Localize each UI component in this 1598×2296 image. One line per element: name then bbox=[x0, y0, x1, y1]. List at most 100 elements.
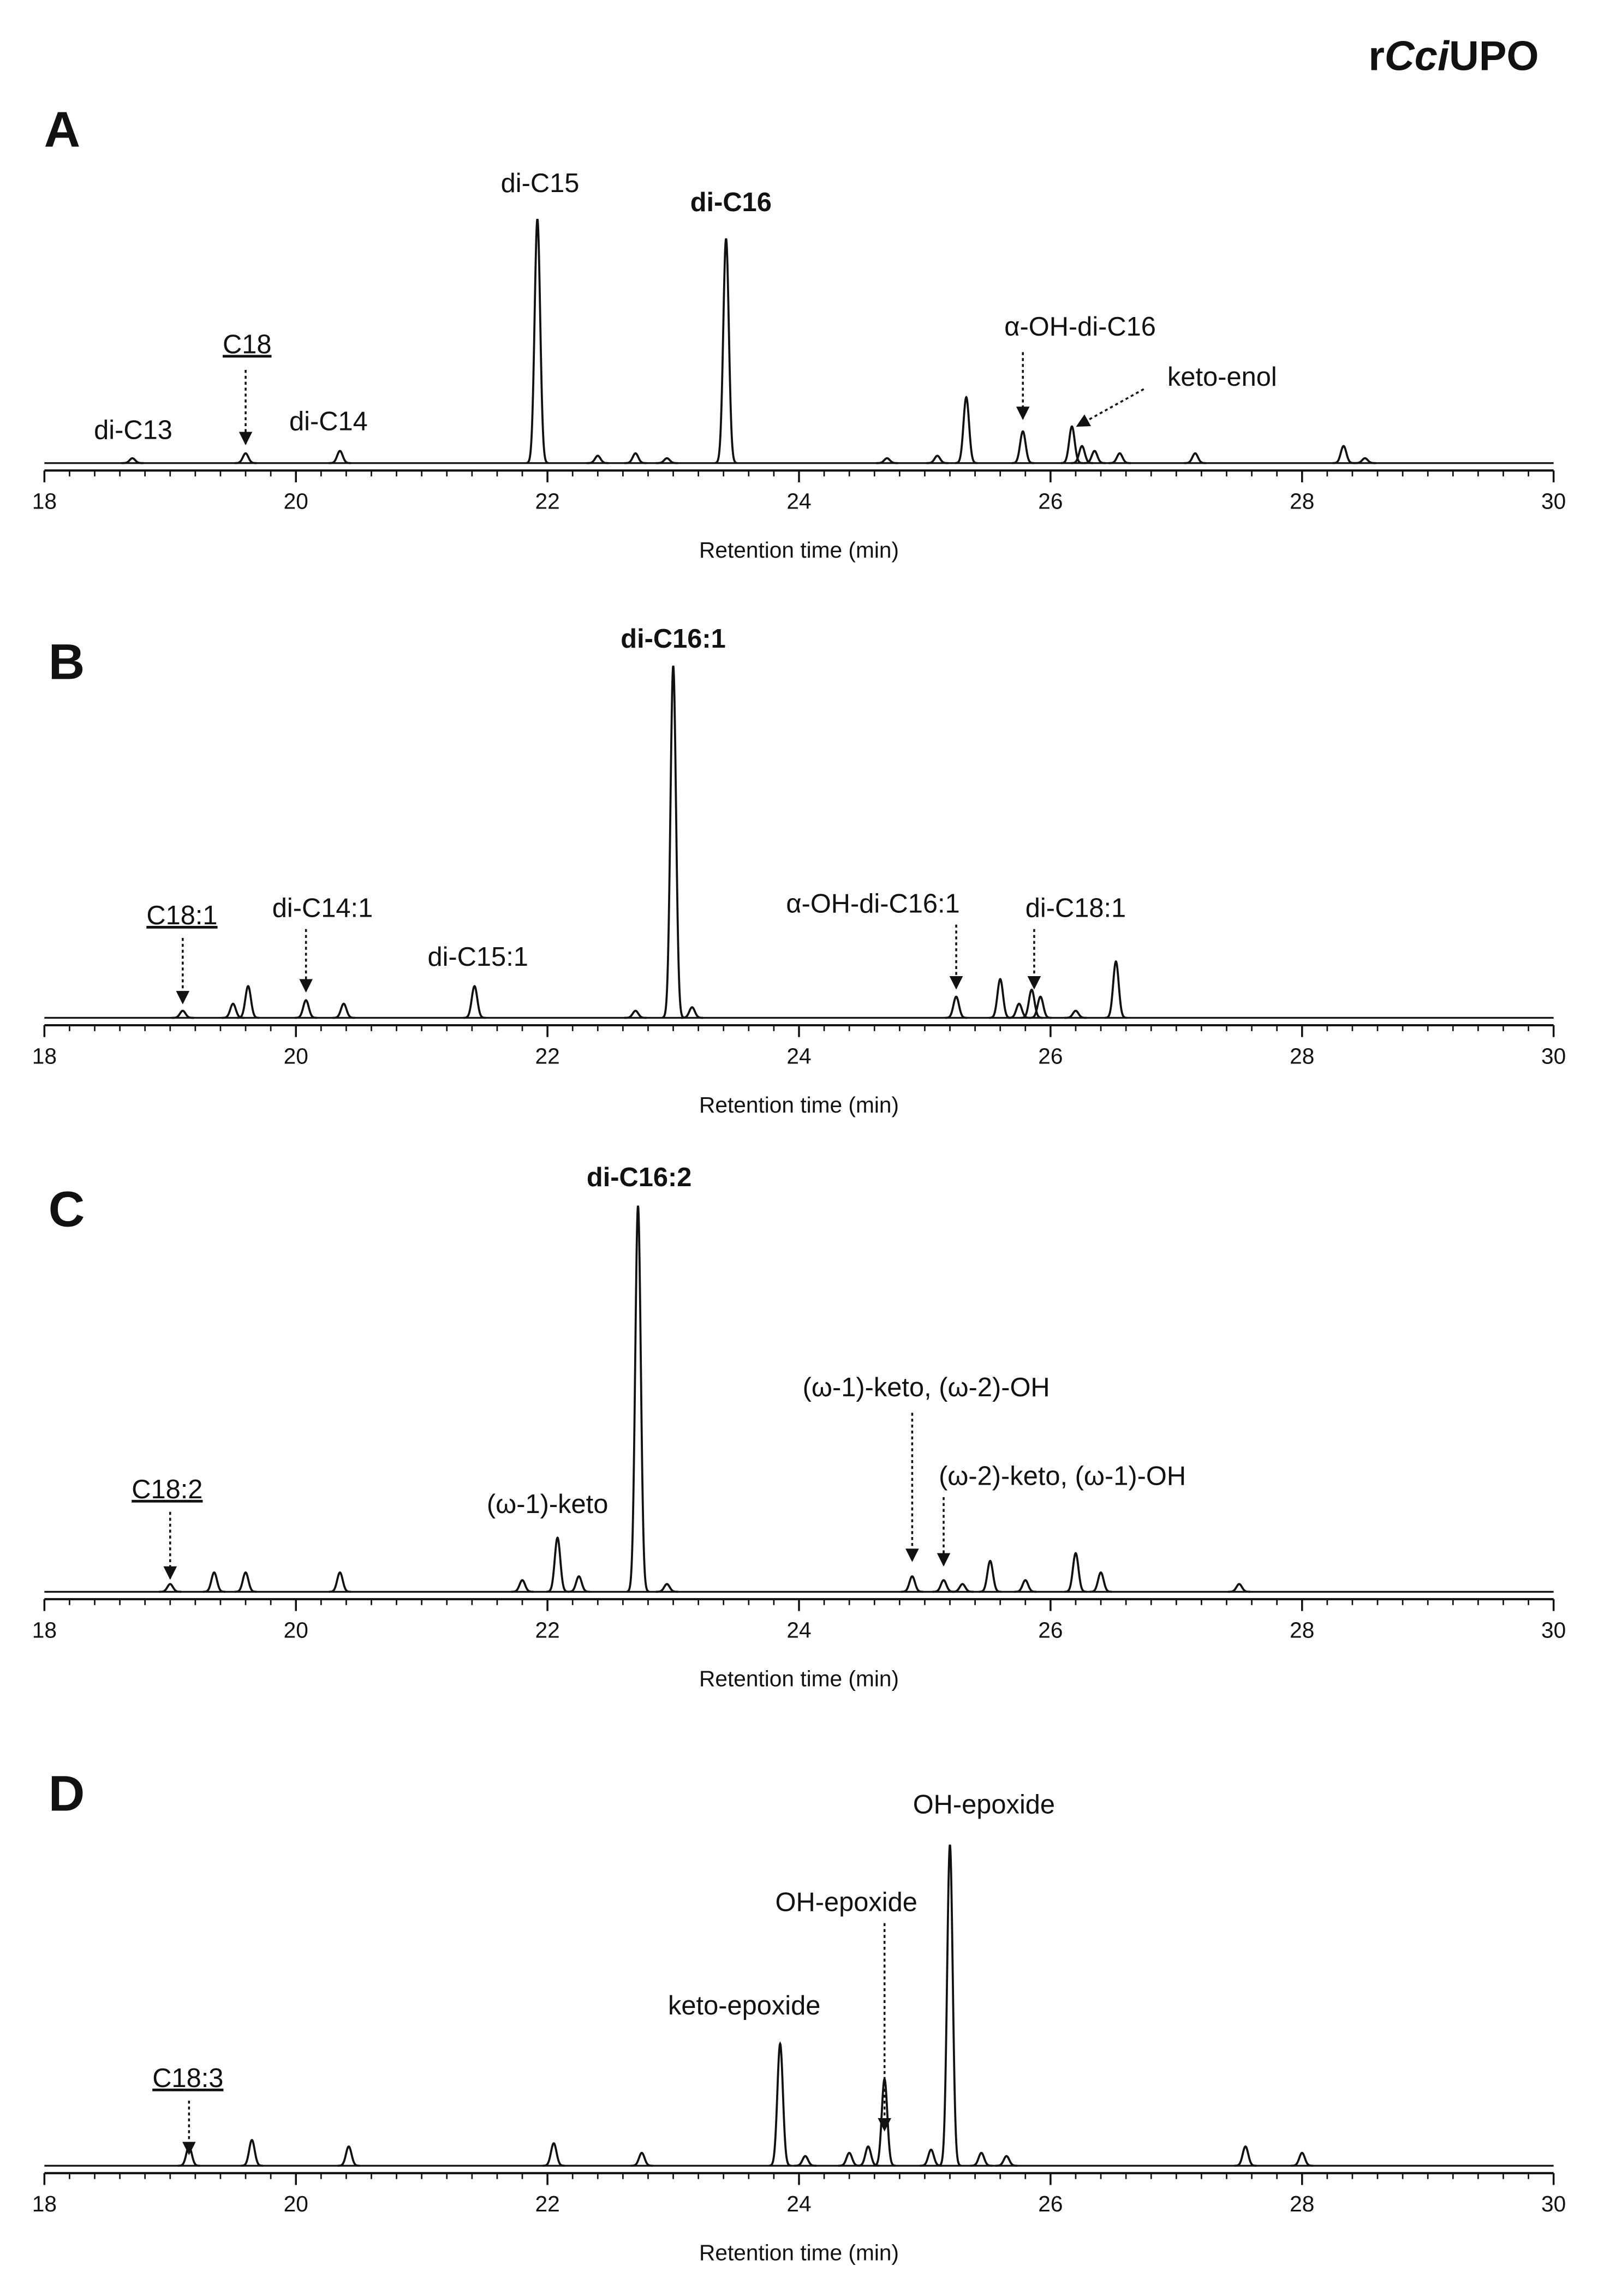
annotation: keto-epoxide bbox=[668, 1991, 820, 2020]
x-tick-label: 20 bbox=[284, 489, 308, 514]
peak bbox=[901, 1575, 923, 1593]
peak bbox=[1011, 430, 1034, 464]
x-axis-label: Retention time (min) bbox=[699, 2240, 899, 2265]
annotation: keto-enol bbox=[1167, 362, 1277, 392]
peak bbox=[1064, 1009, 1087, 1019]
x-tick-label: 22 bbox=[535, 1617, 559, 1642]
peak bbox=[1007, 1002, 1030, 1019]
annotation: OH-epoxide bbox=[776, 1887, 917, 1917]
x-tick-label: 26 bbox=[1038, 1043, 1063, 1068]
peak bbox=[955, 396, 977, 464]
x-tick-label: 20 bbox=[284, 1043, 308, 1068]
peak bbox=[234, 1571, 257, 1593]
peak bbox=[624, 452, 647, 464]
peak bbox=[945, 995, 968, 1019]
peak bbox=[542, 2142, 565, 2167]
x-tick-label: 18 bbox=[32, 1617, 57, 1642]
annotation: di-C13 bbox=[94, 416, 172, 445]
peak bbox=[295, 999, 318, 1019]
x-tick-label: 18 bbox=[32, 489, 57, 514]
panel-letter: A bbox=[44, 101, 81, 158]
annotation: di-C16 bbox=[690, 188, 772, 217]
x-tick-label: 26 bbox=[1038, 1617, 1063, 1642]
x-tick-label: 22 bbox=[535, 489, 559, 514]
annotation: di-C16:1 bbox=[621, 624, 726, 654]
peak bbox=[546, 1536, 569, 1593]
x-tick-label: 24 bbox=[786, 489, 811, 514]
peak bbox=[979, 1559, 1001, 1593]
peak bbox=[241, 2139, 263, 2167]
peak bbox=[769, 2041, 791, 2167]
peak bbox=[526, 218, 549, 464]
x-axis-label: Retention time (min) bbox=[699, 1092, 899, 1117]
peak bbox=[876, 457, 898, 464]
peak bbox=[337, 2145, 360, 2167]
panel-letter: D bbox=[49, 1766, 85, 1822]
x-tick-label: 20 bbox=[284, 2191, 308, 2216]
x-tick-label: 22 bbox=[535, 1043, 559, 1068]
peak bbox=[1105, 960, 1128, 1019]
annotation: di-C15 bbox=[501, 169, 580, 198]
peak bbox=[938, 1844, 962, 2167]
peak bbox=[1021, 988, 1043, 1019]
peak bbox=[989, 978, 1011, 1019]
panel-letter: C bbox=[49, 1181, 85, 1237]
title-part: Cci bbox=[1385, 33, 1450, 80]
annotation: C18 bbox=[223, 330, 272, 359]
peak bbox=[1353, 457, 1376, 464]
x-tick-label: 30 bbox=[1541, 1617, 1566, 1642]
peak bbox=[511, 1579, 534, 1593]
peak bbox=[926, 455, 949, 464]
annotation: C18:2 bbox=[132, 1475, 202, 1504]
peak bbox=[630, 2151, 653, 2167]
x-tick-label: 30 bbox=[1541, 1043, 1566, 1068]
peak bbox=[234, 452, 257, 464]
x-tick-label: 20 bbox=[284, 1617, 308, 1642]
peak bbox=[1089, 1571, 1112, 1593]
peak bbox=[159, 1583, 182, 1593]
peak bbox=[873, 2077, 896, 2167]
panel-letter: B bbox=[49, 634, 85, 690]
peak bbox=[171, 1009, 194, 1019]
peak bbox=[237, 985, 259, 1019]
title-part: UPO bbox=[1449, 33, 1539, 80]
peak bbox=[1060, 425, 1083, 464]
annotation: OH-epoxide bbox=[913, 1790, 1055, 1819]
peak bbox=[624, 1009, 647, 1019]
annotation: di-C18:1 bbox=[1025, 893, 1126, 923]
peak bbox=[794, 2155, 816, 2167]
peak bbox=[1014, 1579, 1037, 1593]
peak bbox=[681, 1006, 703, 1019]
annotation: di-C15:1 bbox=[427, 942, 528, 972]
peak bbox=[970, 2151, 993, 2167]
x-tick-label: 28 bbox=[1290, 2191, 1314, 2216]
x-axis-label: Retention time (min) bbox=[699, 1666, 899, 1691]
peak bbox=[329, 450, 351, 464]
peak bbox=[627, 1205, 649, 1593]
x-tick-label: 28 bbox=[1290, 1617, 1314, 1642]
peak bbox=[121, 457, 144, 464]
peak bbox=[1108, 452, 1131, 464]
peak bbox=[1083, 450, 1106, 464]
x-tick-label: 30 bbox=[1541, 2191, 1566, 2216]
x-tick-label: 18 bbox=[32, 1043, 57, 1068]
annotation: C18:1 bbox=[146, 901, 217, 930]
peak bbox=[203, 1571, 225, 1593]
peak bbox=[1332, 445, 1355, 464]
peak bbox=[1234, 2145, 1257, 2167]
x-tick-label: 18 bbox=[32, 2191, 57, 2216]
x-tick-label: 24 bbox=[786, 1617, 811, 1642]
peak bbox=[932, 1579, 955, 1593]
x-tick-label: 22 bbox=[535, 2191, 559, 2216]
annotation: di-C14:1 bbox=[272, 893, 373, 923]
peak bbox=[1071, 445, 1093, 464]
peak bbox=[951, 1583, 974, 1593]
peak bbox=[661, 665, 685, 1019]
annotation: α-OH-di-C16:1 bbox=[786, 889, 959, 918]
annotation: di-C16:2 bbox=[587, 1163, 692, 1192]
peak bbox=[1291, 2151, 1314, 2167]
peak bbox=[714, 238, 737, 464]
peak bbox=[568, 1575, 591, 1593]
